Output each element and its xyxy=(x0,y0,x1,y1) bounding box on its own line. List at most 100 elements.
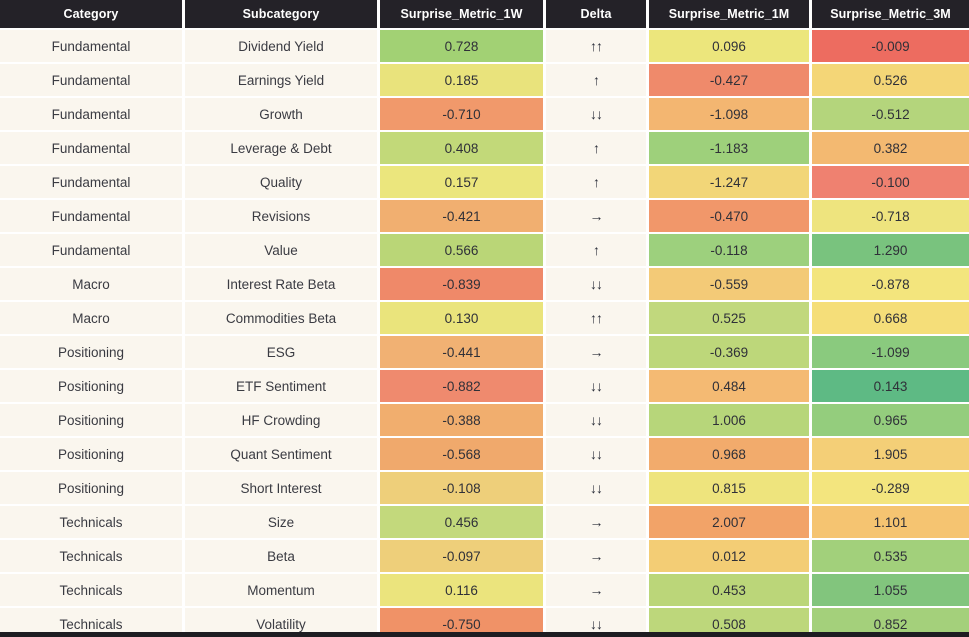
subcategory-cell: Beta xyxy=(185,540,377,572)
bottom-divider-bar xyxy=(0,632,969,637)
category-cell: Fundamental xyxy=(0,30,182,62)
subcategory-cell: HF Crowding xyxy=(185,404,377,436)
metric-1m-cell: 0.815 xyxy=(649,472,809,504)
subcategory-cell: Short Interest xyxy=(185,472,377,504)
metric-1m-cell: -0.559 xyxy=(649,268,809,300)
subcategory-cell: Dividend Yield xyxy=(185,30,377,62)
metric-1w-cell: -0.710 xyxy=(380,98,543,130)
delta-cell: → xyxy=(546,540,646,572)
delta-cell: ↓↓ xyxy=(546,268,646,300)
metric-1m-cell: 2.007 xyxy=(649,506,809,538)
metric-1m-cell: -0.118 xyxy=(649,234,809,266)
metric-3m-cell: 0.965 xyxy=(812,404,969,436)
subcategory-cell: ESG xyxy=(185,336,377,368)
subcategory-cell: Earnings Yield xyxy=(185,64,377,96)
column-header-surprise-metric-1w: Surprise_Metric_1W xyxy=(380,0,543,28)
metric-1m-cell: 0.096 xyxy=(649,30,809,62)
metric-3m-cell: -0.289 xyxy=(812,472,969,504)
metric-3m-cell: 1.905 xyxy=(812,438,969,470)
metric-1m-cell: 0.968 xyxy=(649,438,809,470)
column-header-delta: Delta xyxy=(546,0,646,28)
subcategory-cell: ETF Sentiment xyxy=(185,370,377,402)
delta-cell: ↓↓ xyxy=(546,438,646,470)
metric-1w-cell: -0.441 xyxy=(380,336,543,368)
category-cell: Fundamental xyxy=(0,200,182,232)
metric-3m-cell: 1.055 xyxy=(812,574,969,606)
subcategory-cell: Revisions xyxy=(185,200,377,232)
metric-3m-cell: 0.143 xyxy=(812,370,969,402)
metric-1m-cell: 0.484 xyxy=(649,370,809,402)
delta-cell: ↓↓ xyxy=(546,472,646,504)
metric-1m-cell: -0.369 xyxy=(649,336,809,368)
column-header-category: Category xyxy=(0,0,182,28)
delta-cell: → xyxy=(546,336,646,368)
metric-3m-cell: -0.009 xyxy=(812,30,969,62)
metric-1w-cell: 0.408 xyxy=(380,132,543,164)
metric-3m-cell: -0.878 xyxy=(812,268,969,300)
metric-1w-cell: -0.568 xyxy=(380,438,543,470)
column-header-surprise-metric-3m: Surprise_Metric_3M xyxy=(812,0,969,28)
metric-1w-cell: 0.157 xyxy=(380,166,543,198)
metric-1m-cell: -1.247 xyxy=(649,166,809,198)
delta-cell: ↑ xyxy=(546,64,646,96)
metric-1w-cell: -0.421 xyxy=(380,200,543,232)
metric-1m-cell: -0.470 xyxy=(649,200,809,232)
category-cell: Macro xyxy=(0,302,182,334)
category-cell: Positioning xyxy=(0,438,182,470)
metric-1w-cell: 0.456 xyxy=(380,506,543,538)
subcategory-cell: Leverage & Debt xyxy=(185,132,377,164)
metric-3m-cell: -1.099 xyxy=(812,336,969,368)
metric-1m-cell: 0.012 xyxy=(649,540,809,572)
metric-3m-cell: 0.535 xyxy=(812,540,969,572)
metric-1m-cell: 0.525 xyxy=(649,302,809,334)
column-header-subcategory: Subcategory xyxy=(185,0,377,28)
delta-cell: ↓↓ xyxy=(546,404,646,436)
category-cell: Positioning xyxy=(0,336,182,368)
category-cell: Technicals xyxy=(0,506,182,538)
metric-3m-cell: 0.668 xyxy=(812,302,969,334)
metric-1w-cell: -0.388 xyxy=(380,404,543,436)
subcategory-cell: Interest Rate Beta xyxy=(185,268,377,300)
category-cell: Fundamental xyxy=(0,98,182,130)
metric-3m-cell: 0.382 xyxy=(812,132,969,164)
delta-cell: ↑↑ xyxy=(546,302,646,334)
column-header-surprise-metric-1m: Surprise_Metric_1M xyxy=(649,0,809,28)
metric-1m-cell: -1.098 xyxy=(649,98,809,130)
metric-1w-cell: -0.108 xyxy=(380,472,543,504)
metric-3m-cell: -0.718 xyxy=(812,200,969,232)
category-cell: Macro xyxy=(0,268,182,300)
category-cell: Fundamental xyxy=(0,64,182,96)
metric-1w-cell: 0.185 xyxy=(380,64,543,96)
metric-3m-cell: -0.100 xyxy=(812,166,969,198)
delta-cell: → xyxy=(546,506,646,538)
delta-cell: ↓↓ xyxy=(546,98,646,130)
category-cell: Positioning xyxy=(0,404,182,436)
category-cell: Fundamental xyxy=(0,132,182,164)
subcategory-cell: Commodities Beta xyxy=(185,302,377,334)
category-cell: Fundamental xyxy=(0,166,182,198)
metric-1w-cell: 0.116 xyxy=(380,574,543,606)
delta-cell: ↑ xyxy=(546,166,646,198)
category-cell: Technicals xyxy=(0,574,182,606)
metric-1w-cell: -0.097 xyxy=(380,540,543,572)
delta-cell: → xyxy=(546,574,646,606)
metric-1m-cell: 1.006 xyxy=(649,404,809,436)
metric-1m-cell: -1.183 xyxy=(649,132,809,164)
subcategory-cell: Size xyxy=(185,506,377,538)
metric-3m-cell: 1.290 xyxy=(812,234,969,266)
metric-1w-cell: 0.728 xyxy=(380,30,543,62)
metric-1w-cell: -0.839 xyxy=(380,268,543,300)
subcategory-cell: Quality xyxy=(185,166,377,198)
subcategory-cell: Value xyxy=(185,234,377,266)
metric-1m-cell: -0.427 xyxy=(649,64,809,96)
subcategory-cell: Momentum xyxy=(185,574,377,606)
metric-3m-cell: 0.526 xyxy=(812,64,969,96)
metric-1w-cell: 0.130 xyxy=(380,302,543,334)
delta-cell: ↑ xyxy=(546,234,646,266)
subcategory-cell: Quant Sentiment xyxy=(185,438,377,470)
category-cell: Positioning xyxy=(0,370,182,402)
delta-cell: ↓↓ xyxy=(546,370,646,402)
category-cell: Technicals xyxy=(0,540,182,572)
